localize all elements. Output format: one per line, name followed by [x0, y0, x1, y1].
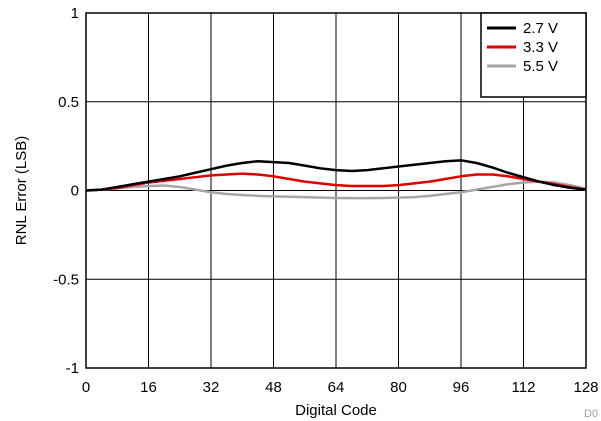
legend-label: 2.7 V	[523, 20, 558, 37]
y-tick-label: -1	[66, 360, 79, 377]
legend-label: 3.3 V	[523, 39, 558, 56]
x-tick-label: 0	[82, 379, 90, 396]
series-line-5-5-v	[85, 180, 587, 200]
y-axis-ticks: 1 0.5 0 -0.5 -1	[53, 5, 79, 377]
x-tick-label: 112	[512, 379, 536, 396]
y-tick-label: 1	[71, 5, 79, 22]
y-tick-label: 0	[71, 183, 79, 200]
legend: 2.7 V 3.3 V 5.5 V	[480, 12, 587, 98]
x-tick-label: 80	[390, 379, 407, 396]
x-tick-label: 16	[140, 379, 157, 396]
figure-id: D0	[584, 408, 598, 420]
y-tick-label: 0.5	[58, 94, 79, 111]
x-axis-ticks: 0 16 32 48 64 80 96 112 128	[82, 379, 599, 396]
x-axis-title: Digital Code	[295, 402, 377, 419]
plot-area-frame	[85, 12, 587, 369]
legend-label: 5.5 V	[523, 58, 558, 75]
series-line-3-3-v	[85, 172, 587, 192]
x-tick-label: 128	[573, 379, 598, 396]
series-line-2-7-v	[85, 159, 587, 192]
x-tick-label: 64	[328, 379, 345, 396]
x-tick-label: 48	[265, 379, 282, 396]
y-tick-label: -0.5	[53, 271, 79, 288]
y-axis-title: RNL Error (LSB)	[13, 136, 30, 245]
x-tick-label: 32	[203, 379, 220, 396]
x-tick-label: 96	[453, 379, 470, 396]
series-layer	[85, 159, 587, 200]
